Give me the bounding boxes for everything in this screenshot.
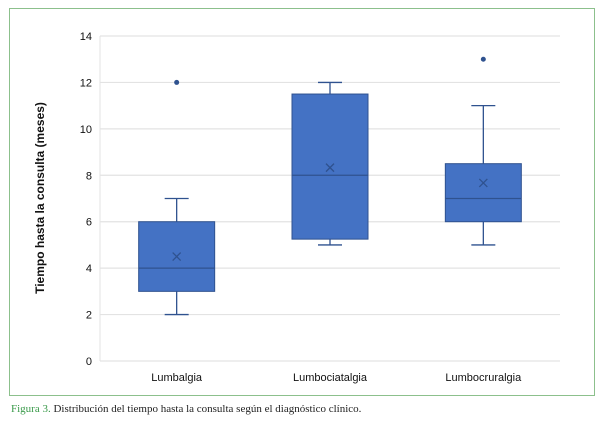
y-tick-label: 12 bbox=[80, 77, 92, 89]
figure-frame bbox=[9, 8, 595, 396]
y-tick-label: 0 bbox=[86, 356, 92, 368]
mean-marker bbox=[478, 178, 488, 188]
iqr-box bbox=[291, 93, 369, 240]
y-tick-label: 2 bbox=[86, 310, 92, 322]
box-lumbalgia bbox=[138, 79, 216, 316]
y-tick-label: 10 bbox=[80, 124, 92, 136]
iqr-box bbox=[444, 163, 522, 223]
y-axis-label: Tiempo hasta la consulta (meses) bbox=[33, 102, 47, 294]
outlier-point bbox=[174, 79, 180, 85]
x-tick-label: Lumbalgia bbox=[151, 372, 203, 384]
x-tick-label: Lumbociatalgia bbox=[293, 372, 368, 384]
y-tick-label: 6 bbox=[86, 217, 92, 229]
x-axis-ticks: Lumbalgia Lumbociatalgia Lumbocruralgia bbox=[151, 372, 522, 384]
boxes bbox=[138, 56, 522, 316]
outlier-point bbox=[480, 56, 486, 62]
caption-label: Figura 3. bbox=[11, 403, 51, 415]
x-tick-label: Lumbocruralgia bbox=[445, 372, 522, 384]
y-axis-ticks: 0 2 4 6 8 10 12 14 bbox=[80, 31, 92, 368]
box-lumbocruralgia bbox=[444, 56, 522, 246]
y-tick-label: 14 bbox=[80, 31, 92, 43]
mean-marker bbox=[172, 252, 182, 261]
y-tick-label: 8 bbox=[86, 170, 92, 182]
caption-text: Distribución del tiempo hasta la consult… bbox=[50, 403, 362, 415]
y-tick-label: 4 bbox=[86, 263, 92, 275]
mean-marker bbox=[325, 163, 335, 173]
box-lumbociatalgia bbox=[291, 81, 369, 246]
figure-caption: Figura 3. Distribución del tiempo hasta … bbox=[11, 403, 361, 415]
box-plot-chart: 0 2 4 6 8 10 12 14 Lumbalgia Lumbociatalgia Lumbo… bbox=[33, 31, 560, 384]
